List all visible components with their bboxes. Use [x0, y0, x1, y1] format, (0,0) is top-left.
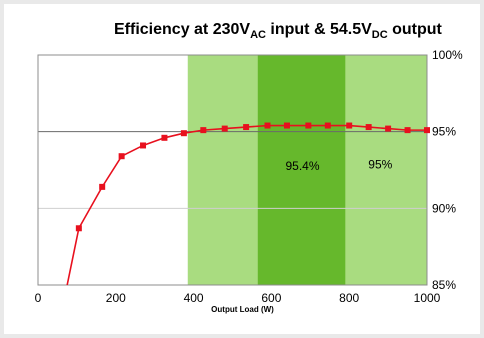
data-point: [180, 130, 187, 137]
y-tick-label: 95%: [432, 125, 456, 139]
data-point: [243, 124, 250, 131]
x-tick-label: 200: [106, 291, 126, 305]
band-annotation-0: 95.4%: [286, 159, 320, 173]
y-tick-label: 90%: [432, 201, 456, 215]
data-point: [424, 127, 430, 134]
y-tick-label: 100%: [432, 48, 463, 62]
x-tick-label: 800: [339, 291, 359, 305]
data-point: [283, 122, 290, 129]
band-annotation-1: 95%: [368, 157, 392, 171]
chart-title: Efficiency at 230VAC input & 54.5VDC out…: [114, 21, 443, 41]
data-point: [346, 122, 353, 129]
data-point: [324, 122, 331, 129]
data-point: [200, 127, 207, 134]
y-tick-label: 85%: [432, 278, 456, 292]
data-point: [264, 122, 271, 129]
data-point: [404, 127, 411, 134]
data-point: [385, 125, 392, 132]
x-tick-label: 600: [261, 291, 281, 305]
x-tick-label: 1000: [414, 291, 441, 305]
load-band-1: [257, 55, 346, 285]
data-point: [365, 124, 372, 131]
data-point: [75, 225, 82, 232]
data-point: [221, 125, 228, 132]
data-point: [161, 134, 168, 141]
x-tick-label: 400: [184, 291, 204, 305]
x-tick-label: 0: [35, 291, 42, 305]
plot-border: [37, 54, 428, 286]
data-point: [140, 142, 147, 149]
efficiency-chart: Efficiency at 230VAC input & 54.5VDC out…: [35, 21, 463, 314]
x-axis-label: Output Load (W): [211, 305, 274, 314]
data-point: [99, 183, 106, 190]
chart-panel: Efficiency at 230VAC input & 54.5VDC out…: [4, 4, 480, 334]
data-point: [118, 153, 125, 160]
data-point: [305, 122, 312, 129]
